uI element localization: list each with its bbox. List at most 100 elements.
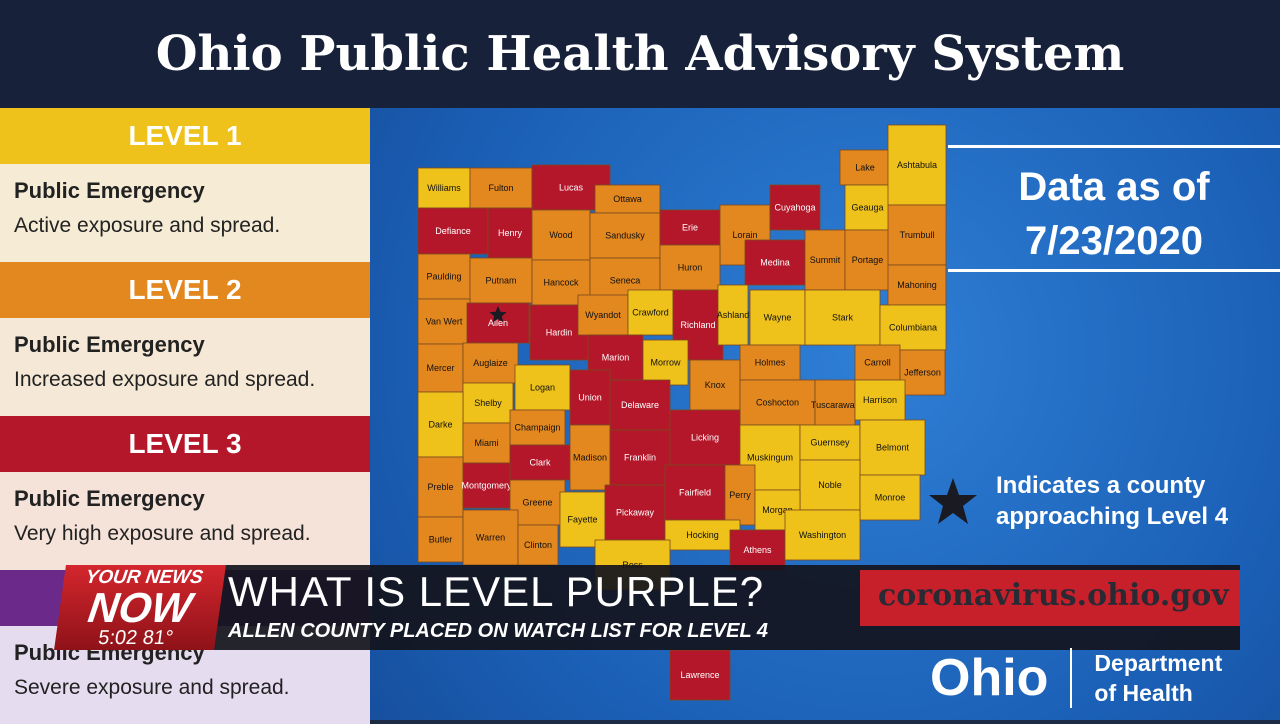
county-label: Huron: [678, 263, 703, 273]
county-label: Hardin: [546, 328, 573, 338]
county-label: Wayne: [764, 313, 792, 323]
legend: Indicates a county approaching Level 4: [928, 470, 1278, 532]
county: [487, 207, 533, 259]
county: [717, 284, 749, 346]
county-label: Tuscarawas: [811, 400, 860, 410]
county: [799, 459, 861, 511]
county: [609, 379, 671, 431]
legend-star: [929, 478, 977, 524]
county: [569, 424, 611, 491]
county-label: Williams: [427, 183, 461, 193]
county-label: Preble: [427, 482, 453, 492]
county-label: Fayette: [567, 515, 597, 525]
county-label: Greene: [522, 498, 552, 508]
county: [627, 289, 674, 336]
county-label: Putnam: [485, 276, 516, 286]
county-label: Monroe: [875, 493, 906, 503]
county-label: Clark: [529, 458, 551, 468]
county-label: Lawrence: [680, 670, 719, 680]
county: [664, 464, 726, 521]
title: Ohio Public Health Advisory System: [155, 26, 1125, 82]
county-label: Carroll: [864, 358, 891, 368]
county: [531, 209, 591, 261]
level-description: Increased exposure and spread.: [14, 368, 316, 391]
county-label: Muskingum: [747, 453, 793, 463]
level-description: Very high exposure and spread.: [14, 522, 311, 545]
county: [799, 424, 861, 461]
county: [642, 339, 689, 386]
level-panel: LEVEL 1 Public Emergency Active exposure a…: [0, 108, 370, 724]
level-title: Public Emergency: [14, 178, 205, 203]
county-label: Lorain: [732, 230, 757, 240]
county-label: Lucas: [559, 183, 584, 193]
county-label: Morrow: [650, 358, 681, 368]
logo-name: Ohio: [930, 648, 1073, 708]
date: 7/23/2020: [1025, 219, 1203, 263]
county-label: Belmont: [876, 443, 910, 453]
county-map: Williams Fulton Lucas Ottawa Defiance Henry Wo…: [417, 124, 947, 701]
county-label: Knox: [705, 380, 726, 390]
county-label: Mercer: [426, 363, 454, 373]
county-label: Mahoning: [897, 280, 937, 290]
county-label: Delaware: [621, 400, 659, 410]
county: [749, 289, 806, 346]
county: [559, 491, 606, 548]
county-label: Portage: [852, 255, 884, 265]
county-label: Morgan: [762, 505, 793, 515]
county: [859, 419, 926, 476]
legend-text: Indicates a county approaching Level 4: [996, 472, 1229, 530]
level-label: LEVEL 2: [128, 274, 242, 305]
county: [417, 456, 464, 518]
county-label: Cuyahoga: [774, 203, 815, 213]
level-body: Public Emergency Active exposure and spre…: [0, 164, 370, 262]
county-label: Miami: [475, 438, 499, 448]
level-description: Severe exposure and spread.: [14, 676, 290, 699]
level-description: Active exposure and spread.: [14, 214, 281, 237]
county-label: Trumbull: [900, 230, 935, 240]
county-label: Ashland: [717, 310, 750, 320]
county: [462, 382, 514, 424]
county: [854, 344, 901, 381]
temperature: 81°: [141, 627, 175, 649]
county-label: Summit: [810, 255, 841, 265]
county-label: Montgomery: [461, 481, 512, 491]
county-label: Marion: [602, 353, 630, 363]
county-label: Butler: [429, 535, 453, 545]
website: coronavirus.ohio.gov: [878, 578, 1229, 613]
county-label: Medina: [760, 258, 790, 268]
date-label: Data as of: [1018, 165, 1210, 209]
title-bar: Ohio Public Health Advisory System: [0, 0, 1280, 108]
county-label: Ottawa: [613, 194, 642, 204]
county-label: Van Wert: [426, 317, 463, 327]
county-label: Sandusky: [605, 231, 645, 241]
county-label: Geauga: [851, 203, 883, 213]
county: [469, 167, 533, 209]
county-label: Wood: [549, 230, 572, 240]
county-label: Coshocton: [756, 398, 799, 408]
county: [462, 462, 511, 509]
county: [509, 409, 566, 446]
county-label: Columbiana: [889, 323, 937, 333]
county: [859, 474, 921, 521]
county: [517, 524, 559, 566]
county-label: Richland: [680, 320, 715, 330]
county: [804, 289, 881, 346]
county: [659, 244, 721, 291]
county-label: Shelby: [474, 398, 502, 408]
website-bar: [860, 570, 1240, 626]
county-label: Perry: [729, 490, 751, 500]
county: [744, 239, 806, 286]
county-label: Guernsey: [810, 438, 850, 448]
department-logo: Ohio Department of Health: [930, 648, 1244, 708]
county-label: Pickaway: [616, 508, 655, 518]
level-title: Public Emergency: [14, 486, 205, 511]
county-label: Warren: [476, 533, 505, 543]
county-label: Clinton: [524, 540, 552, 550]
county: [769, 184, 821, 231]
county: [417, 167, 471, 209]
county: [462, 509, 519, 566]
time: 5:02: [96, 627, 139, 649]
county-label: Hocking: [686, 530, 719, 540]
county: [417, 391, 464, 458]
county-label: Allen: [488, 318, 508, 328]
